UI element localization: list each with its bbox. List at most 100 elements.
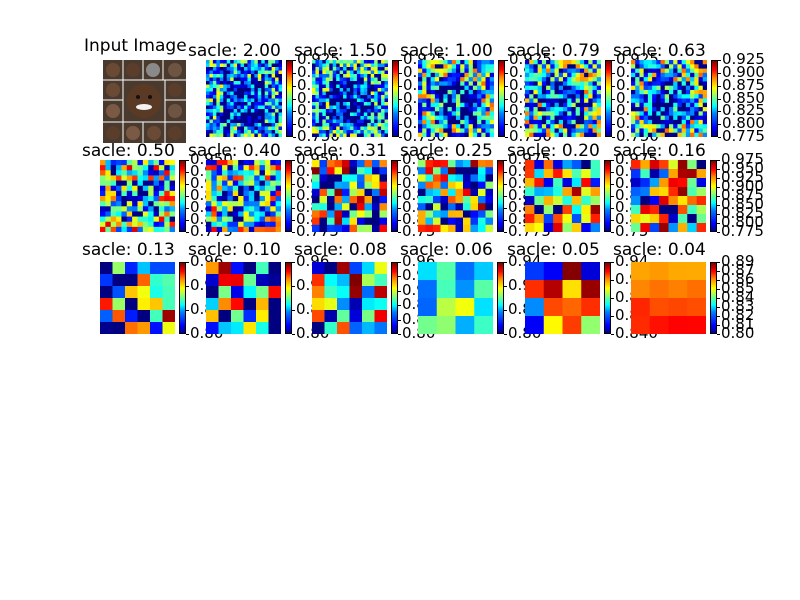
panel-title: sacle: 0.63 <box>613 41 706 61</box>
response-map <box>631 160 706 232</box>
colorbar-tick-mark <box>293 60 296 61</box>
colorbar-tick-mark <box>293 73 296 74</box>
colorbar-tick-mark <box>292 172 295 173</box>
colorbar-tick-mark <box>293 124 296 125</box>
colorbar-tick-mark <box>293 86 296 87</box>
colorbar-tick-label: 0.925 <box>722 50 765 68</box>
input-image <box>103 60 186 143</box>
colorbar-tick-mark <box>399 73 402 74</box>
response-map <box>525 160 600 232</box>
colorbar <box>605 60 612 137</box>
colorbar-tick-mark <box>717 160 720 161</box>
colorbar-tick-label: 0.86 <box>721 270 755 288</box>
response-map <box>206 262 281 334</box>
panel-title: sacle: 1.50 <box>294 41 387 61</box>
colorbar-tick-mark <box>505 99 508 100</box>
colorbar-tick-mark <box>399 86 402 87</box>
colorbar-tick-mark <box>505 124 508 125</box>
colorbar-tick-mark <box>186 208 189 209</box>
colorbar <box>497 160 504 232</box>
response-map <box>100 262 175 334</box>
colorbar-tick-mark <box>504 310 507 311</box>
colorbar-tick-mark <box>186 172 189 173</box>
panel-title: sacle: 0.06 <box>400 240 493 260</box>
colorbar-tick-mark <box>717 325 720 326</box>
colorbar-tick-mark <box>611 172 614 173</box>
response-map <box>206 160 281 232</box>
colorbar-tick-mark <box>399 137 402 138</box>
colorbar-tick-mark <box>717 232 720 233</box>
colorbar <box>710 262 717 334</box>
colorbar-tick-label: 0.875 <box>721 186 764 204</box>
colorbar-tick-mark <box>398 320 401 321</box>
colorbar <box>179 262 186 334</box>
colorbar-tick-mark <box>718 137 721 138</box>
colorbar <box>285 160 292 232</box>
colorbar-tick-mark <box>717 187 720 188</box>
colorbar <box>392 60 399 137</box>
colorbar-tick-mark <box>504 196 507 197</box>
colorbar-tick-label: 0.87 <box>721 261 755 279</box>
colorbar-tick-mark <box>292 286 295 287</box>
panel-title: sacle: 0.05 <box>507 240 600 260</box>
colorbar-tick-mark <box>186 286 189 287</box>
response-map <box>100 160 175 232</box>
colorbar-tick-mark <box>398 172 401 173</box>
response-map <box>312 160 387 232</box>
colorbar-tick-mark <box>504 232 507 233</box>
colorbar-tick-mark <box>611 316 614 317</box>
colorbar-tick-mark <box>717 223 720 224</box>
colorbar-tick-mark <box>399 99 402 100</box>
panel-title: sacle: 2.00 <box>188 41 281 61</box>
colorbar-tick-mark <box>611 334 614 335</box>
colorbar-tick-mark <box>718 60 721 61</box>
colorbar-tick-label: 0.85 <box>721 279 755 297</box>
colorbar-tick-mark <box>398 305 401 306</box>
colorbar-tick-mark <box>611 160 614 161</box>
colorbar-tick-mark <box>398 208 401 209</box>
colorbar <box>604 262 611 334</box>
colorbar-tick-mark <box>398 262 401 263</box>
colorbar-tick-label: 0.850 <box>721 195 764 213</box>
panel-title: sacle: 0.31 <box>294 141 387 161</box>
colorbar-tick-mark <box>292 220 295 221</box>
colorbar-tick-mark <box>612 86 615 87</box>
panel-title: sacle: 0.50 <box>82 141 175 161</box>
colorbar-tick-mark <box>611 280 614 281</box>
colorbar <box>285 262 292 334</box>
colorbar-tick-mark <box>717 214 720 215</box>
colorbar-tick-mark <box>717 196 720 197</box>
colorbar-tick-mark <box>399 124 402 125</box>
response-map <box>312 60 388 137</box>
colorbar-tick-mark <box>611 208 614 209</box>
colorbar-tick-mark <box>612 60 615 61</box>
colorbar-tick-mark <box>398 196 401 197</box>
colorbar-tick-mark <box>717 334 720 335</box>
colorbar-tick-mark <box>717 205 720 206</box>
colorbar-tick-mark <box>292 208 295 209</box>
colorbar <box>286 60 293 137</box>
panel-title: sacle: 0.20 <box>507 141 600 161</box>
colorbar-tick-mark <box>611 196 614 197</box>
colorbar-tick-mark <box>717 289 720 290</box>
colorbar-tick-mark <box>292 310 295 311</box>
colorbar-tick-mark <box>186 310 189 311</box>
colorbar-tick-mark <box>398 291 401 292</box>
colorbar-tick-mark <box>612 137 615 138</box>
colorbar-tick-mark <box>718 124 721 125</box>
colorbar-tick-mark <box>504 262 507 263</box>
colorbar-tick-label: 0.975 <box>721 150 764 168</box>
response-map <box>418 160 493 232</box>
colorbar <box>604 160 611 232</box>
colorbar-tick-mark <box>292 262 295 263</box>
colorbar-tick-mark <box>612 111 615 112</box>
colorbar-tick-mark <box>504 184 507 185</box>
colorbar-tick-mark <box>611 220 614 221</box>
colorbar-tick-mark <box>399 60 402 61</box>
colorbar-tick-mark <box>293 111 296 112</box>
colorbar <box>498 60 505 137</box>
colorbar-tick-mark <box>505 137 508 138</box>
colorbar-tick-mark <box>293 99 296 100</box>
colorbar-tick-mark <box>186 196 189 197</box>
colorbar-tick-mark <box>292 232 295 233</box>
